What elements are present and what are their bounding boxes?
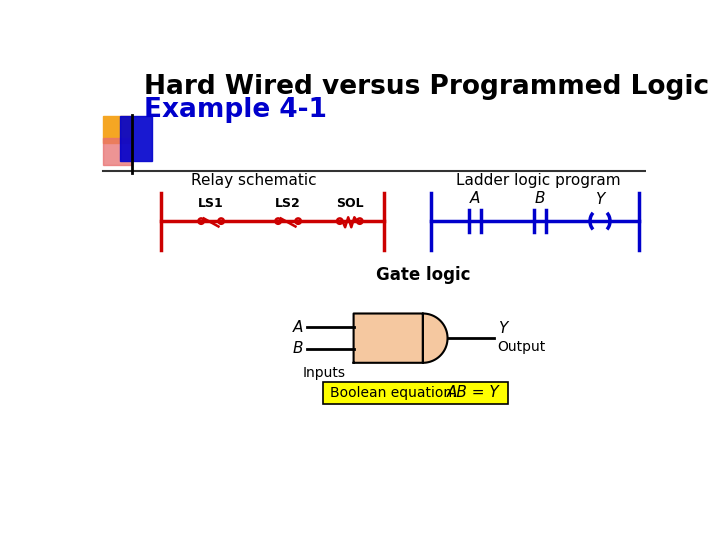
Text: Inputs: Inputs — [303, 366, 346, 380]
Text: SOL: SOL — [336, 197, 364, 211]
Text: Hard Wired versus Programmed Logic: Hard Wired versus Programmed Logic — [144, 74, 709, 100]
Polygon shape — [354, 314, 448, 363]
Text: Y: Y — [498, 321, 507, 336]
Text: A: A — [470, 192, 480, 206]
Text: B: B — [535, 192, 545, 206]
Bar — [120, 117, 152, 161]
Text: Output: Output — [498, 340, 546, 354]
Bar — [102, 138, 132, 165]
Text: LS2: LS2 — [275, 197, 301, 211]
Text: LS1: LS1 — [198, 197, 224, 211]
Text: A: A — [292, 320, 303, 335]
Text: Ladder logic program: Ladder logic program — [456, 173, 621, 188]
Text: AB = Y: AB = Y — [447, 386, 500, 400]
Text: Relay schematic: Relay schematic — [191, 173, 316, 188]
Bar — [323, 382, 508, 403]
Text: Y: Y — [595, 192, 605, 207]
Text: B: B — [292, 341, 303, 356]
Bar — [102, 116, 130, 143]
Text: Gate logic: Gate logic — [376, 266, 470, 284]
Text: Boolean equation:: Boolean equation: — [330, 386, 457, 400]
Text: Example 4-1: Example 4-1 — [144, 97, 327, 123]
